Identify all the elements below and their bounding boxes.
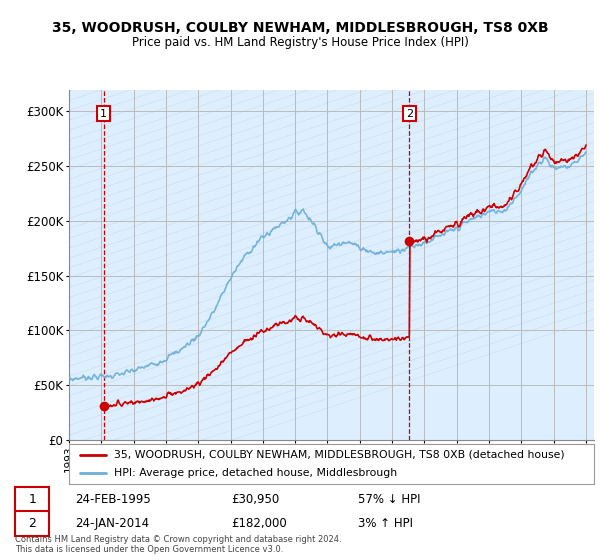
Text: 24-FEB-1995: 24-FEB-1995 bbox=[76, 493, 151, 506]
Text: 2: 2 bbox=[28, 517, 36, 530]
Text: 57% ↓ HPI: 57% ↓ HPI bbox=[358, 493, 420, 506]
Text: Price paid vs. HM Land Registry's House Price Index (HPI): Price paid vs. HM Land Registry's House … bbox=[131, 36, 469, 49]
Text: 3% ↑ HPI: 3% ↑ HPI bbox=[358, 517, 413, 530]
Bar bbox=[15, 511, 49, 536]
Text: 35, WOODRUSH, COULBY NEWHAM, MIDDLESBROUGH, TS8 0XB: 35, WOODRUSH, COULBY NEWHAM, MIDDLESBROU… bbox=[52, 21, 548, 35]
Text: 24-JAN-2014: 24-JAN-2014 bbox=[76, 517, 149, 530]
Text: £30,950: £30,950 bbox=[231, 493, 279, 506]
Text: 35, WOODRUSH, COULBY NEWHAM, MIDDLESBROUGH, TS8 0XB (detached house): 35, WOODRUSH, COULBY NEWHAM, MIDDLESBROU… bbox=[113, 450, 564, 460]
Bar bbox=[15, 487, 49, 512]
Text: £182,000: £182,000 bbox=[231, 517, 287, 530]
Text: 1: 1 bbox=[28, 493, 36, 506]
Text: HPI: Average price, detached house, Middlesbrough: HPI: Average price, detached house, Midd… bbox=[113, 468, 397, 478]
Text: 1: 1 bbox=[100, 109, 107, 119]
Text: Contains HM Land Registry data © Crown copyright and database right 2024.
This d: Contains HM Land Registry data © Crown c… bbox=[15, 535, 341, 554]
Text: 2: 2 bbox=[406, 109, 413, 119]
